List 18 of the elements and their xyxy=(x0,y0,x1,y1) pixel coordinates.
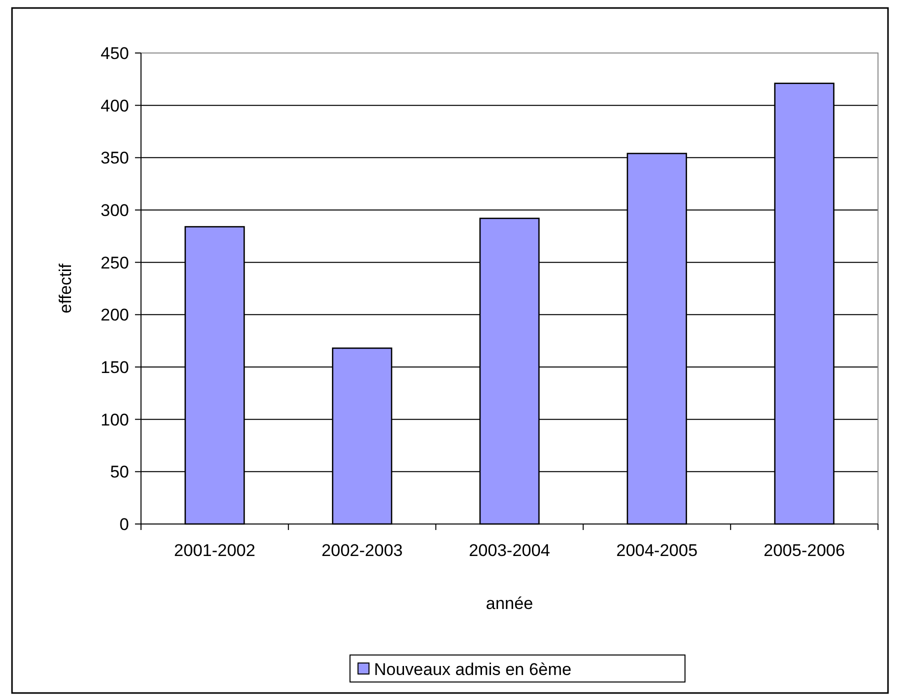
x-tick-label: 2004-2005 xyxy=(616,541,698,560)
y-tick-label: 150 xyxy=(100,358,129,377)
y-tick-label: 100 xyxy=(100,410,129,430)
y-tick-label: 50 xyxy=(110,462,129,482)
x-tick-label: 2003-2004 xyxy=(468,541,550,560)
y-tick-label: 450 xyxy=(100,44,129,63)
y-axis-title: effectif xyxy=(56,263,75,314)
y-tick-label: 250 xyxy=(100,253,129,272)
x-tick-label: 2001-2002 xyxy=(174,541,256,560)
y-tick-label: 400 xyxy=(100,96,129,116)
x-axis-title: année xyxy=(486,594,534,613)
y-tick-label: 200 xyxy=(100,306,129,325)
x-tick-label: 2002-2003 xyxy=(321,541,403,560)
x-tick-label: 2005-2006 xyxy=(764,541,845,560)
y-tick-label: 300 xyxy=(100,200,129,220)
legend-label: Nouveaux admis en 6ème xyxy=(374,660,572,679)
y-tick-label: 0 xyxy=(120,514,129,534)
y-tick-label: 350 xyxy=(100,148,129,168)
